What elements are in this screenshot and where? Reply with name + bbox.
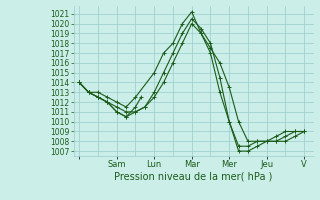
X-axis label: Pression niveau de la mer( hPa ): Pression niveau de la mer( hPa ): [115, 172, 273, 182]
